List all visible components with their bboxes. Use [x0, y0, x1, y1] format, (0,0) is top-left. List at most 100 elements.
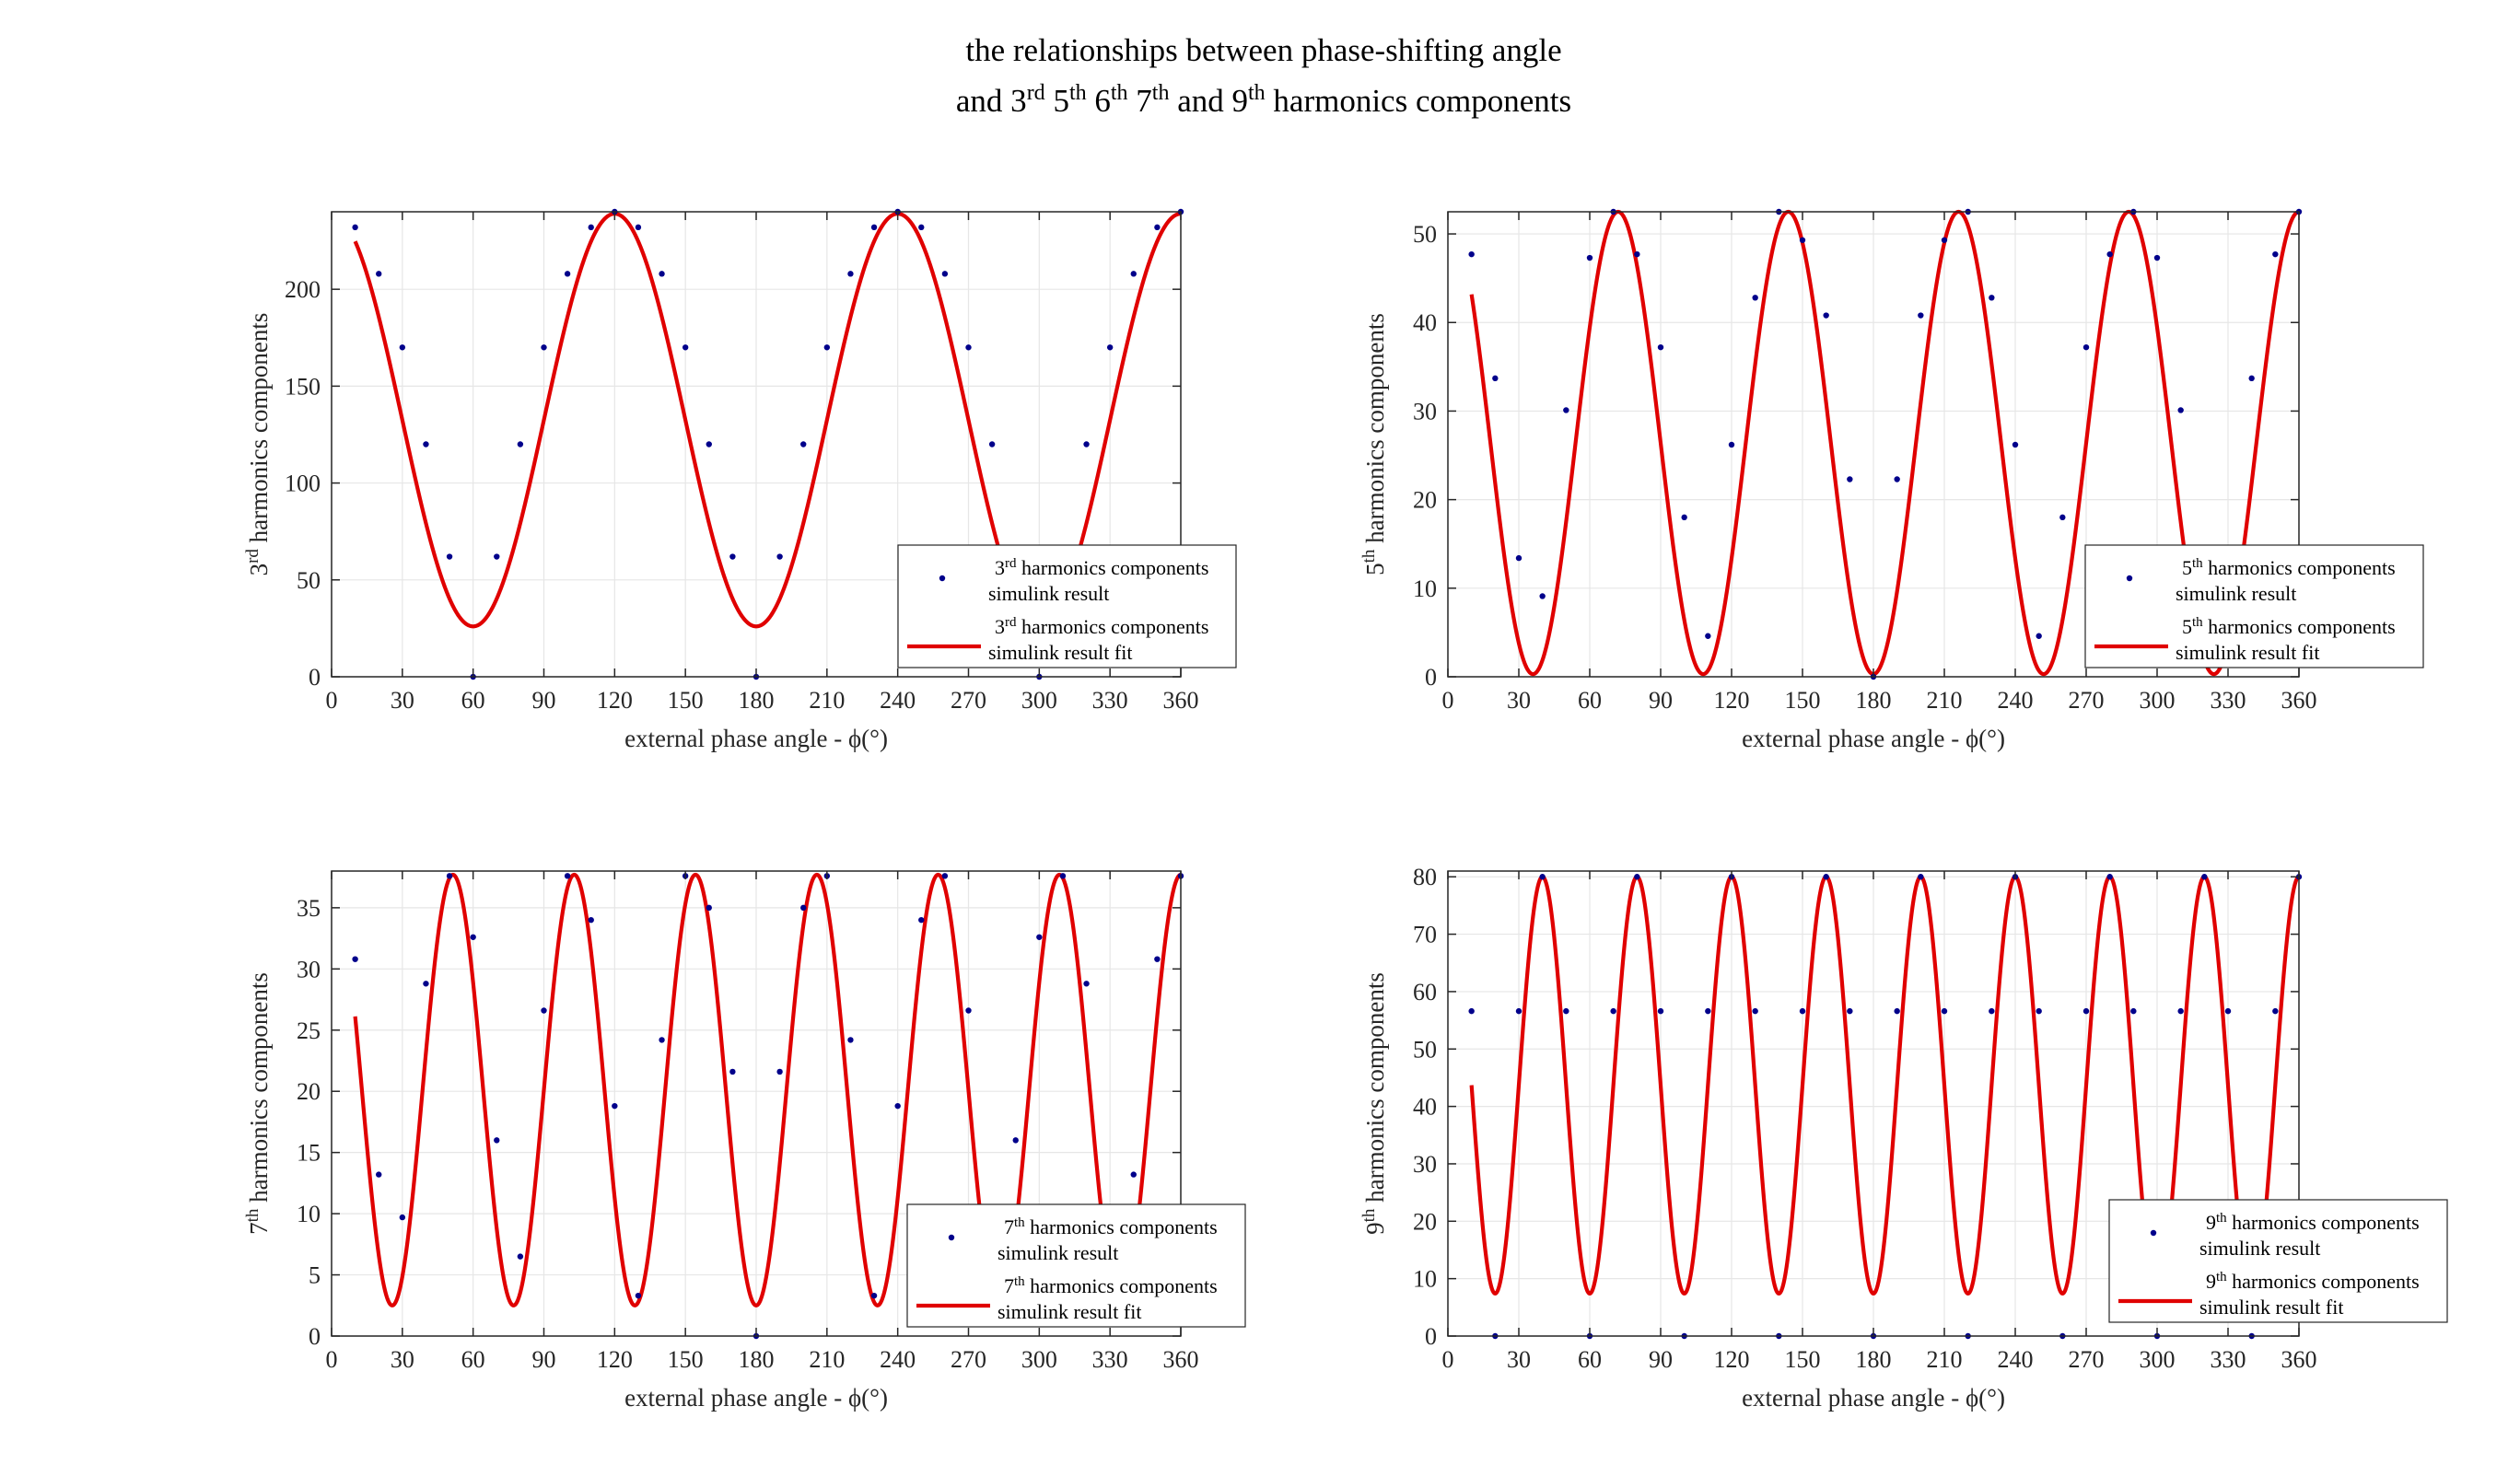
x-axis-label: external phase angle - ϕ(°) — [1742, 725, 2005, 752]
legend-label: 7th harmonics components — [1004, 1274, 1218, 1297]
data-point — [2082, 1007, 2090, 1015]
x-tick-label: 210 — [809, 1346, 845, 1373]
x-tick-label: 0 — [326, 1346, 338, 1373]
data-point — [1894, 476, 1900, 482]
data-point — [659, 271, 665, 277]
data-point — [2153, 254, 2161, 261]
data-point — [541, 1007, 547, 1014]
x-tick-label: 90 — [1649, 687, 1673, 714]
data-point — [376, 1171, 382, 1178]
data-point — [2059, 514, 2066, 521]
data-point — [1989, 1007, 1995, 1015]
x-tick-label: 150 — [668, 687, 704, 714]
data-point — [2272, 1007, 2279, 1015]
data-point — [1799, 237, 1806, 243]
y-tick-label: 15 — [297, 1140, 321, 1167]
data-point — [1515, 1007, 1522, 1015]
data-point — [2130, 1007, 2137, 1015]
data-point — [1705, 633, 1711, 639]
legend-label: 9th harmonics components — [2206, 1211, 2420, 1234]
y-tick-label: 100 — [285, 471, 321, 497]
y-tick-label: 150 — [285, 373, 321, 400]
x-tick-label: 210 — [1927, 1346, 1963, 1373]
x-tick-label: 0 — [326, 687, 338, 714]
legend-label-line2: simulink result fit — [998, 1300, 1141, 1323]
data-point — [2012, 441, 2019, 448]
data-point — [1154, 956, 1161, 962]
data-point — [2177, 407, 2184, 413]
y-tick-label: 20 — [297, 1078, 321, 1105]
data-point — [399, 1214, 406, 1221]
y-axis-label: 3rd harmonics components — [243, 313, 274, 576]
y-axis-label: 9th harmonics components — [1359, 972, 1390, 1235]
data-point — [941, 873, 949, 879]
x-tick-label: 60 — [1578, 687, 1602, 714]
x-tick-label: 0 — [1442, 1346, 1454, 1373]
data-point — [729, 1068, 736, 1075]
data-point — [1059, 873, 1067, 879]
y-tick-label: 35 — [297, 895, 321, 922]
data-point — [823, 344, 831, 351]
data-point — [965, 344, 972, 351]
data-point — [1515, 554, 1522, 562]
x-tick-label: 240 — [880, 687, 916, 714]
data-point — [1492, 375, 1499, 382]
x-tick-label: 30 — [1507, 1346, 1531, 1373]
data-point — [1610, 1007, 1616, 1015]
simulink-points — [1468, 208, 2303, 680]
y-tick-label: 30 — [1413, 1151, 1437, 1178]
x-tick-label: 300 — [2140, 687, 2176, 714]
data-point — [2177, 1007, 2184, 1015]
data-point — [494, 553, 500, 560]
x-tick-label: 120 — [597, 687, 633, 714]
y-tick-label: 20 — [1413, 1208, 1437, 1235]
x-tick-label: 360 — [1163, 1346, 1199, 1373]
y-tick-label: 10 — [297, 1201, 321, 1227]
x-tick-label: 120 — [597, 1346, 633, 1373]
y-tick-label: 20 — [1413, 487, 1437, 514]
x-tick-label: 0 — [1442, 687, 1454, 714]
legend: 3rd harmonics components simulink result 3… — [897, 544, 1237, 668]
data-point — [1918, 874, 1924, 880]
x-tick-label: 30 — [391, 1346, 414, 1373]
subplot-grid: 0 30 60 90 120 150 180 210 240 270 300 330 360050100… — [243, 208, 2448, 1412]
data-point — [682, 344, 689, 351]
data-point — [1468, 1007, 1475, 1015]
data-point — [1130, 1171, 1137, 1178]
x-tick-label: 300 — [1021, 687, 1057, 714]
y-tick-label: 50 — [1413, 1036, 1437, 1063]
data-point — [2106, 250, 2113, 258]
fit-curve — [353, 872, 1183, 1307]
y-tick-label: 50 — [1413, 221, 1437, 248]
data-point — [1847, 1007, 1853, 1015]
data-point — [1083, 981, 1090, 987]
data-point — [1705, 1007, 1711, 1015]
data-point — [776, 1068, 783, 1075]
legend-label: 7th harmonics components — [1004, 1215, 1218, 1238]
legend-label-line2: simulink result — [998, 1241, 1118, 1264]
y-axis-label: 5th harmonics components — [1359, 313, 1390, 575]
y-tick-label: 5 — [309, 1262, 321, 1289]
data-point — [2082, 343, 2090, 351]
legend-label-line2: simulink result — [2176, 582, 2296, 605]
data-point — [1941, 237, 1948, 243]
data-point — [1799, 1007, 1806, 1015]
data-point — [2224, 1007, 2232, 1015]
data-point — [2272, 250, 2279, 258]
y-tick-label: 0 — [309, 664, 321, 691]
data-point — [564, 873, 571, 879]
x-tick-label: 270 — [2069, 687, 2105, 714]
legend-label: 3rd harmonics components — [995, 556, 1208, 579]
x-tick-label: 300 — [1021, 1346, 1057, 1373]
x-tick-label: 150 — [668, 1346, 704, 1373]
data-point — [1918, 312, 1924, 319]
data-point — [470, 934, 476, 940]
data-point — [494, 1137, 500, 1144]
x-tick-label: 180 — [739, 687, 775, 714]
x-tick-label: 180 — [739, 1346, 775, 1373]
x-axis-label: external phase angle - ϕ(°) — [624, 725, 888, 752]
data-point — [1728, 441, 1735, 448]
data-point — [517, 1253, 524, 1260]
x-tick-label: 210 — [1927, 687, 1963, 714]
y-tick-label: 30 — [297, 956, 321, 982]
